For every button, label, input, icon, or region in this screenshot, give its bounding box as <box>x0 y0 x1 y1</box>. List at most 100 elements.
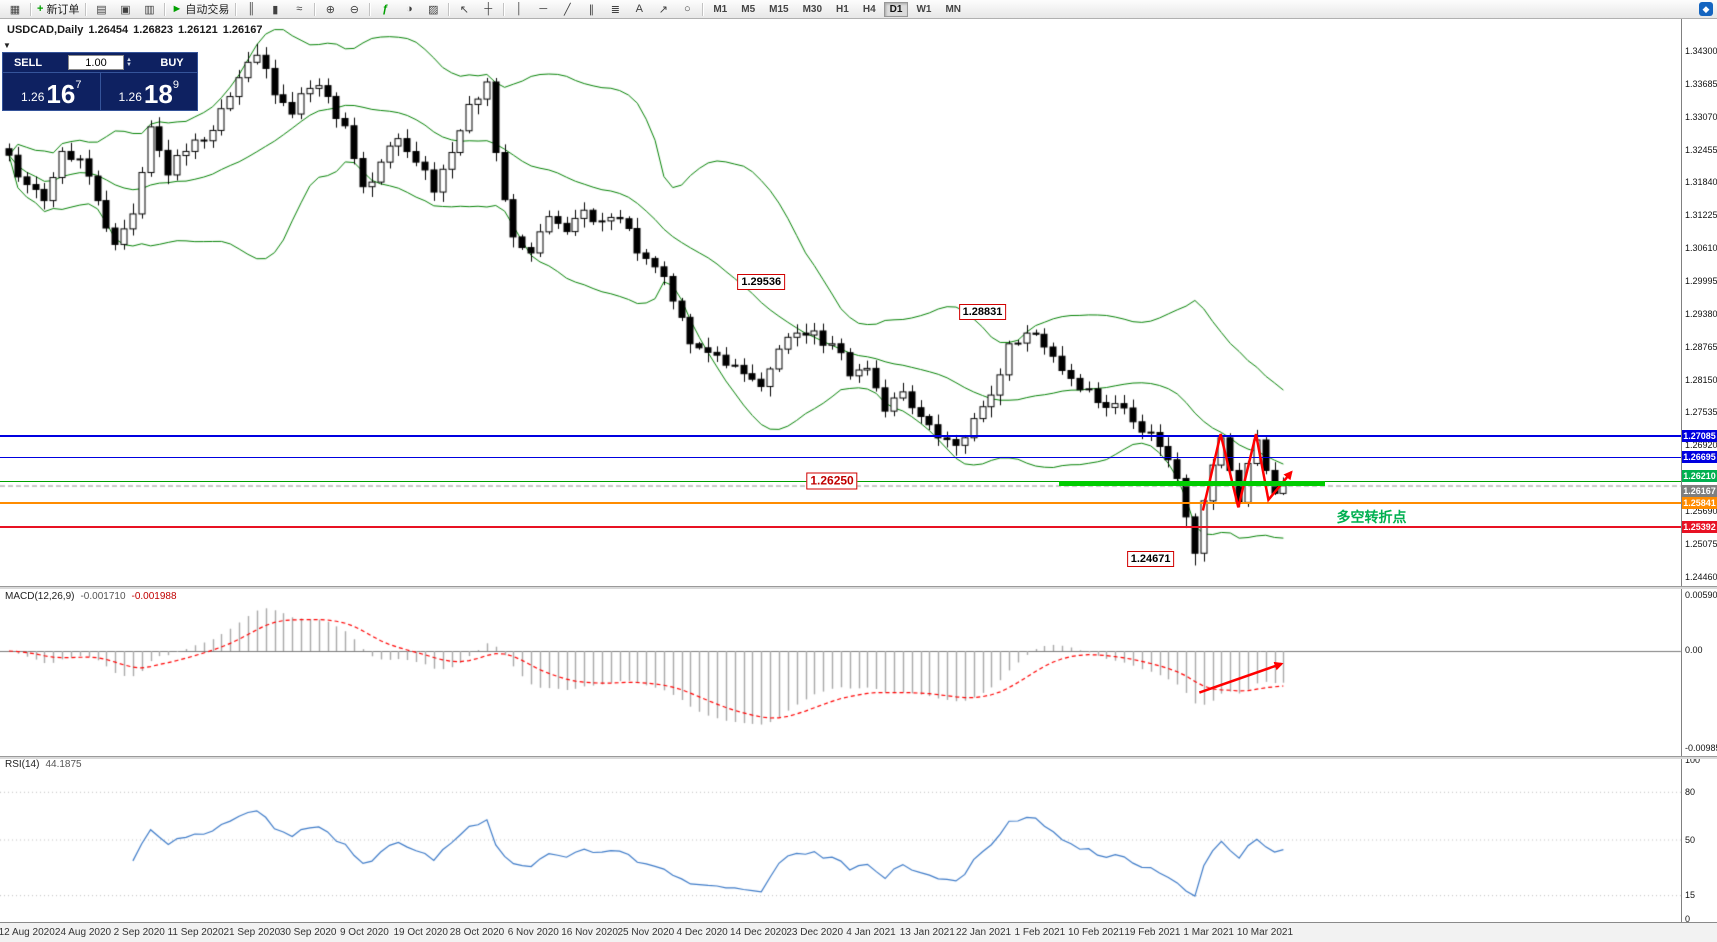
timeframe-H4[interactable]: H4 <box>862 3 876 15</box>
price-scale[interactable]: 1.34300 1.33685 1.33070 1.32455 1.31840 1.312… <box>1681 19 1717 924</box>
indicator-scale-label: 50 <box>1685 834 1696 845</box>
timeframe-M5[interactable]: M5 <box>741 3 756 15</box>
timeframe-MN[interactable]: MN <box>945 3 961 15</box>
price-scale-label: 1.25690 <box>1685 506 1717 517</box>
sell-price-display[interactable]: 1.26 16 7 <box>21 79 82 109</box>
rsi-indicator-label: RSI(14) 44.1875 <box>5 759 82 770</box>
volume-down-icon[interactable]: ▼ <box>126 61 132 68</box>
date-label: 23 Dec 2020 <box>786 927 844 938</box>
support-line-orange[interactable] <box>0 501 1681 504</box>
panel-separator[interactable] <box>0 756 1717 759</box>
new-order-button[interactable]: + 新订单 <box>37 3 80 16</box>
channel-icon[interactable]: ∥ <box>588 3 595 16</box>
indicator-scale-label: 0.005908 <box>1685 590 1717 600</box>
price-callout[interactable]: 1.28831 <box>958 304 1007 321</box>
crosshair-icon[interactable]: ┼ <box>484 3 493 15</box>
one-click-trading-panel: SELL ▲ ▼ BUY 1.26 16 7 1.26 <box>2 52 198 111</box>
annotation-turning-point[interactable]: 多空转折点 <box>1336 508 1407 525</box>
shapes-icon[interactable]: ○ <box>684 3 691 15</box>
price-scale-label: 1.30610 <box>1685 243 1717 254</box>
resistance-line-upper[interactable] <box>0 435 1681 438</box>
templates-icon[interactable]: ▨ <box>428 3 439 16</box>
zoom-out-icon[interactable]: ⊖ <box>349 3 359 16</box>
arrow-tool-icon[interactable]: ↗ <box>658 3 668 16</box>
volume-input[interactable] <box>68 55 125 70</box>
periods-icon[interactable]: ◑ <box>406 3 413 15</box>
date-label: 6 Nov 2020 <box>507 927 559 938</box>
indicator-scale-label: 0 <box>1685 914 1691 924</box>
date-label: 12 Aug 2020 <box>0 927 55 938</box>
auto-trading-button[interactable]: ► 自动交易 <box>171 3 230 16</box>
price-flag: 1.26695 <box>1682 451 1717 464</box>
date-label: 9 Oct 2020 <box>339 927 389 938</box>
indicator-scale-label: 0.00 <box>1685 645 1703 655</box>
timeframe-W1[interactable]: W1 <box>916 3 932 15</box>
toolbar-separator <box>30 2 31 16</box>
timeframe-M1[interactable]: M1 <box>713 3 728 15</box>
date-label: 4 Dec 2020 <box>676 927 728 938</box>
price-flag: 1.25841 <box>1682 496 1717 509</box>
timeframe-D1[interactable]: D1 <box>883 1 909 17</box>
buy-button[interactable]: BUY <box>160 56 184 69</box>
support-zone-line[interactable] <box>1059 480 1325 486</box>
toolbar-group: ║ ▮ ≈ <box>239 0 311 18</box>
date-label: 11 Sep 2020 <box>167 927 224 938</box>
text-tool-icon[interactable]: A <box>635 3 643 15</box>
toolbar-group: ⊕ ⊖ <box>318 0 366 18</box>
price-scale-label: 1.33685 <box>1685 78 1717 89</box>
date-label: 22 Jan 2021 <box>956 927 1012 938</box>
price-callout[interactable]: 1.26250 <box>806 472 858 490</box>
price-scale-label: 1.27535 <box>1685 407 1717 418</box>
toolbar-separator <box>369 2 371 16</box>
new-chart-icon[interactable]: ▦ <box>9 3 21 16</box>
indicator-scale-label: 100 <box>1685 755 1701 765</box>
price-callout[interactable]: 1.29536 <box>737 274 786 291</box>
toolbar-group: ↖ ┼ <box>452 0 500 18</box>
chart-window: USDCAD,Daily 1.26454 1.26823 1.26121 1.26167… <box>0 19 1717 942</box>
time-scale[interactable]: 12 Aug 2020 24 Aug 2020 2 Sep 2020 11 Sep 2… <box>0 922 1717 942</box>
timeframe-M15[interactable]: M15 <box>769 3 789 15</box>
sell-button[interactable]: SELL <box>13 56 43 69</box>
candlestick-chart-icon[interactable]: ▮ <box>272 3 279 16</box>
toolbar: ▦ + 新订单 ▤ ▣ ▥ ► 自动交易 ║ ▮ ≈ ⊕ ⊖ ƒ ◑ ▨ ↖ ┼ │ ─ ╱ ∥ ≣ A ↗ ○ M1 M5 M15 M3… <box>0 0 1717 19</box>
line-chart-icon[interactable]: ≈ <box>296 3 303 15</box>
charts-grid-icon[interactable]: ▣ <box>120 3 131 16</box>
timeframe-M30[interactable]: M30 <box>802 3 823 15</box>
price-scale-label: 1.28765 <box>1685 341 1717 352</box>
one-click-collapse-icon[interactable]: ▼ <box>3 41 11 50</box>
price-scale-label: 1.24460 <box>1685 571 1717 582</box>
toolbar-separator <box>235 2 237 16</box>
price-scale-label: 1.34300 <box>1685 46 1717 56</box>
resistance-line-lower[interactable] <box>0 456 1681 458</box>
zoom-in-icon[interactable]: ⊕ <box>325 3 335 16</box>
date-label: 24 Aug 2020 <box>54 927 112 938</box>
indicator-scale-label: 80 <box>1685 786 1696 797</box>
toolbar-separator <box>448 2 450 16</box>
cursor-icon[interactable]: ↖ <box>459 3 469 16</box>
toolbar-separator <box>314 2 316 16</box>
tile-windows-icon[interactable]: ▥ <box>144 3 155 16</box>
support-line-red[interactable] <box>0 525 1681 528</box>
horizontal-line-icon[interactable]: ─ <box>539 3 548 15</box>
trend-zigzag-drawing[interactable] <box>1201 433 1293 511</box>
fibonacci-icon[interactable]: ≣ <box>610 3 620 16</box>
indicators-icon[interactable]: ƒ <box>382 3 389 15</box>
vertical-line-icon[interactable]: │ <box>515 3 523 15</box>
price-scale-label: 1.25075 <box>1685 538 1717 549</box>
macd-trend-arrow[interactable] <box>1198 661 1284 694</box>
date-label: 4 Jan 2021 <box>846 927 896 938</box>
community-icon[interactable]: ◆ <box>1699 2 1713 16</box>
buy-price-display[interactable]: 1.26 18 9 <box>99 73 198 110</box>
date-label: 10 Mar 2021 <box>1236 927 1294 938</box>
price-scale-label: 1.29380 <box>1685 308 1717 319</box>
timeframe-H1[interactable]: H1 <box>836 3 849 15</box>
profiles-icon[interactable]: ▤ <box>96 3 107 16</box>
panel-separator[interactable] <box>0 586 1717 589</box>
price-callout[interactable]: 1.24671 <box>1126 551 1175 568</box>
trendline-icon[interactable]: ╱ <box>564 3 571 16</box>
bar-chart-icon[interactable]: ║ <box>247 3 256 15</box>
chart-canvas[interactable] <box>0 19 1717 942</box>
volume-up-icon[interactable]: ▲ <box>126 56 132 63</box>
toolbar-separator <box>702 2 704 16</box>
